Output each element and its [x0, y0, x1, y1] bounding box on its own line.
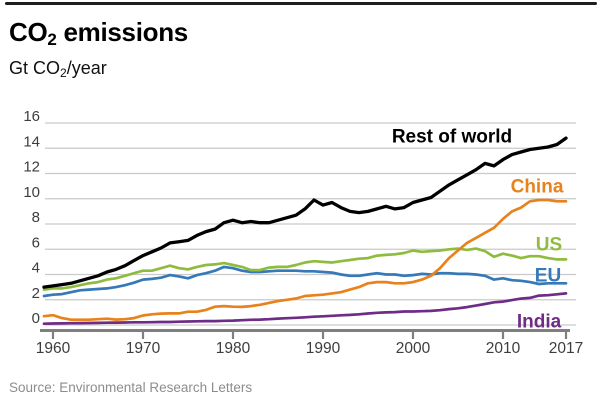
svg-text:16: 16 — [23, 108, 40, 125]
svg-text:12: 12 — [23, 159, 40, 176]
svg-text:1960: 1960 — [36, 340, 71, 357]
svg-text:2010: 2010 — [486, 340, 521, 357]
svg-text:6: 6 — [32, 234, 40, 251]
svg-text:8: 8 — [32, 209, 40, 226]
svg-text:1990: 1990 — [306, 340, 341, 357]
svg-text:2000: 2000 — [396, 340, 431, 357]
series-label-eu: EU — [534, 265, 562, 287]
y-axis-unit-label: Gt CO2/year — [9, 57, 107, 80]
svg-text:4: 4 — [32, 260, 40, 277]
chart-title: CO2 emissions — [9, 17, 188, 49]
svg-text:14: 14 — [23, 133, 40, 150]
chart-header: CO2 emissions Gt CO2/year — [9, 18, 188, 80]
top-border-rule — [5, 2, 597, 5]
series-label-rest-of-world: Rest of world — [391, 126, 513, 148]
svg-text:1970: 1970 — [126, 340, 161, 357]
svg-text:2: 2 — [32, 285, 40, 302]
series-label-us: US — [535, 234, 563, 256]
svg-text:10: 10 — [23, 184, 40, 201]
series-label-china: China — [510, 176, 564, 198]
svg-text:2017: 2017 — [549, 340, 583, 357]
source-credit: Source: Environmental Research Letters — [9, 380, 253, 395]
svg-text:0: 0 — [32, 310, 40, 327]
svg-text:1980: 1980 — [216, 340, 251, 357]
series-label-india: India — [516, 311, 562, 333]
